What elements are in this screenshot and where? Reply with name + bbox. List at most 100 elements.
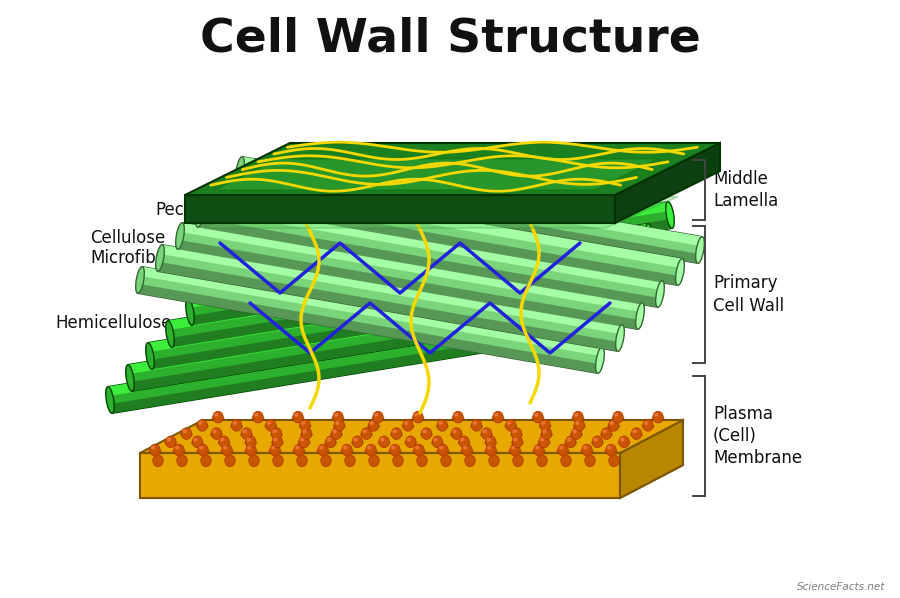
Ellipse shape [606,268,615,294]
Ellipse shape [240,432,252,437]
Polygon shape [208,202,672,303]
Ellipse shape [558,444,568,456]
Ellipse shape [273,430,276,432]
Ellipse shape [438,422,442,425]
Text: Cellulose
Microfibril: Cellulose Microfibril [90,228,252,273]
Ellipse shape [631,432,643,437]
Polygon shape [215,159,658,190]
Ellipse shape [273,455,284,466]
Ellipse shape [645,224,654,251]
Polygon shape [218,196,680,285]
Ellipse shape [344,447,346,449]
Ellipse shape [248,438,250,441]
Ellipse shape [576,422,579,425]
Ellipse shape [298,441,310,445]
Ellipse shape [437,419,447,431]
Ellipse shape [245,441,256,445]
Ellipse shape [461,448,472,453]
Polygon shape [211,219,672,303]
Ellipse shape [509,444,520,456]
Ellipse shape [216,179,224,205]
Ellipse shape [302,422,305,425]
Ellipse shape [536,455,547,466]
Ellipse shape [393,430,396,432]
Polygon shape [148,268,612,370]
Ellipse shape [246,444,256,456]
Polygon shape [171,263,632,347]
Ellipse shape [265,424,276,429]
Ellipse shape [335,413,338,416]
Ellipse shape [352,441,364,445]
Ellipse shape [317,448,328,453]
Ellipse shape [592,436,603,448]
Polygon shape [150,285,612,370]
Ellipse shape [485,448,497,453]
Ellipse shape [482,428,491,440]
Ellipse shape [193,436,202,448]
Ellipse shape [533,448,544,453]
Ellipse shape [656,280,664,307]
Ellipse shape [381,438,383,441]
Ellipse shape [342,444,352,456]
Ellipse shape [405,441,417,445]
Ellipse shape [586,289,594,316]
Ellipse shape [320,447,323,449]
Ellipse shape [565,441,577,445]
Ellipse shape [613,411,623,423]
Polygon shape [108,312,570,396]
Ellipse shape [295,447,299,449]
Ellipse shape [535,413,537,416]
Polygon shape [167,246,632,347]
Ellipse shape [453,411,464,423]
Ellipse shape [325,441,337,445]
Polygon shape [615,143,720,223]
Ellipse shape [299,436,310,448]
Ellipse shape [266,419,276,431]
Ellipse shape [539,436,549,448]
Ellipse shape [483,430,486,432]
Ellipse shape [199,422,202,425]
Ellipse shape [156,245,165,271]
Ellipse shape [486,444,496,456]
Ellipse shape [173,448,184,453]
Ellipse shape [221,448,233,453]
Ellipse shape [326,436,336,448]
Ellipse shape [201,455,212,466]
Ellipse shape [487,438,491,441]
Polygon shape [218,179,682,285]
Ellipse shape [219,436,230,448]
Polygon shape [138,267,602,373]
Ellipse shape [560,447,562,449]
Ellipse shape [248,447,251,449]
Ellipse shape [294,413,298,416]
Ellipse shape [608,455,619,466]
Ellipse shape [223,447,227,449]
Ellipse shape [176,455,187,466]
Ellipse shape [301,432,312,437]
Ellipse shape [511,447,515,449]
Ellipse shape [581,448,593,453]
Ellipse shape [485,441,497,445]
Ellipse shape [336,422,339,425]
Ellipse shape [583,447,587,449]
Ellipse shape [494,413,498,416]
Ellipse shape [361,428,372,440]
Ellipse shape [365,448,377,453]
Polygon shape [167,246,629,330]
Ellipse shape [185,298,194,325]
Ellipse shape [432,441,444,445]
Ellipse shape [666,202,674,228]
Ellipse shape [407,438,410,441]
Ellipse shape [566,312,574,338]
Ellipse shape [510,432,522,437]
Ellipse shape [572,428,581,440]
Ellipse shape [270,444,280,456]
Text: ScienceFacts.net: ScienceFacts.net [796,582,885,592]
Ellipse shape [543,430,546,432]
Ellipse shape [272,441,284,445]
Ellipse shape [414,413,418,416]
Polygon shape [140,420,683,453]
Ellipse shape [292,416,304,420]
Polygon shape [128,289,592,391]
Text: Plasma
(Cell)
Membrane: Plasma (Cell) Membrane [713,405,802,467]
